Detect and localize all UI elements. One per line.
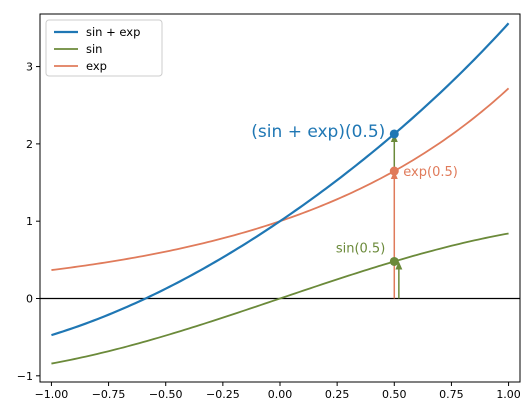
legend: sin + exp sin exp	[45, 19, 163, 77]
y-tick-label: 3	[26, 61, 33, 74]
x-tick-label: 0.75	[439, 388, 464, 401]
legend-label: sin	[86, 42, 102, 56]
y-tick-label: −1	[17, 370, 33, 383]
x-tick-label: −0.50	[149, 388, 183, 401]
x-tick-label: 0.00	[268, 388, 293, 401]
y-tick-label: 0	[26, 293, 33, 306]
x-tick-label: −0.25	[206, 388, 240, 401]
x-tick-label: −1.00	[35, 388, 69, 401]
x-tick-label: 1.00	[496, 388, 521, 401]
y-tick-label: 2	[26, 138, 33, 151]
series-line-sin-exp	[51, 22, 510, 337]
legend-box	[45, 19, 163, 77]
data-point-marker	[389, 256, 399, 266]
data-point-marker	[389, 129, 399, 139]
plot-area	[40, 22, 520, 365]
annotation-label: (sin + exp)(0.5)	[251, 122, 385, 142]
legend-label: exp	[86, 59, 107, 73]
x-tick-label: 0.50	[382, 388, 407, 401]
arrow-head	[395, 261, 403, 270]
data-point-marker	[389, 166, 399, 176]
plot-frame	[39, 13, 521, 383]
annotation-label: exp(0.5)	[403, 165, 458, 180]
series-line-sin	[51, 232, 509, 365]
annotations-layer: (sin + exp)(0.5) exp(0.5) sin(0.5)	[251, 122, 458, 299]
y-tick-label: 1	[26, 215, 33, 228]
x-tick-label: −0.75	[92, 388, 126, 401]
x-tick-label: 0.25	[325, 388, 350, 401]
annotation-label: sin(0.5)	[336, 241, 385, 256]
legend-label: sin + exp	[86, 25, 140, 39]
axis-ticks: −1.00 −0.75 −0.50 −0.25 0.00 0.25 0.50 0.75 1.00…	[17, 61, 521, 401]
